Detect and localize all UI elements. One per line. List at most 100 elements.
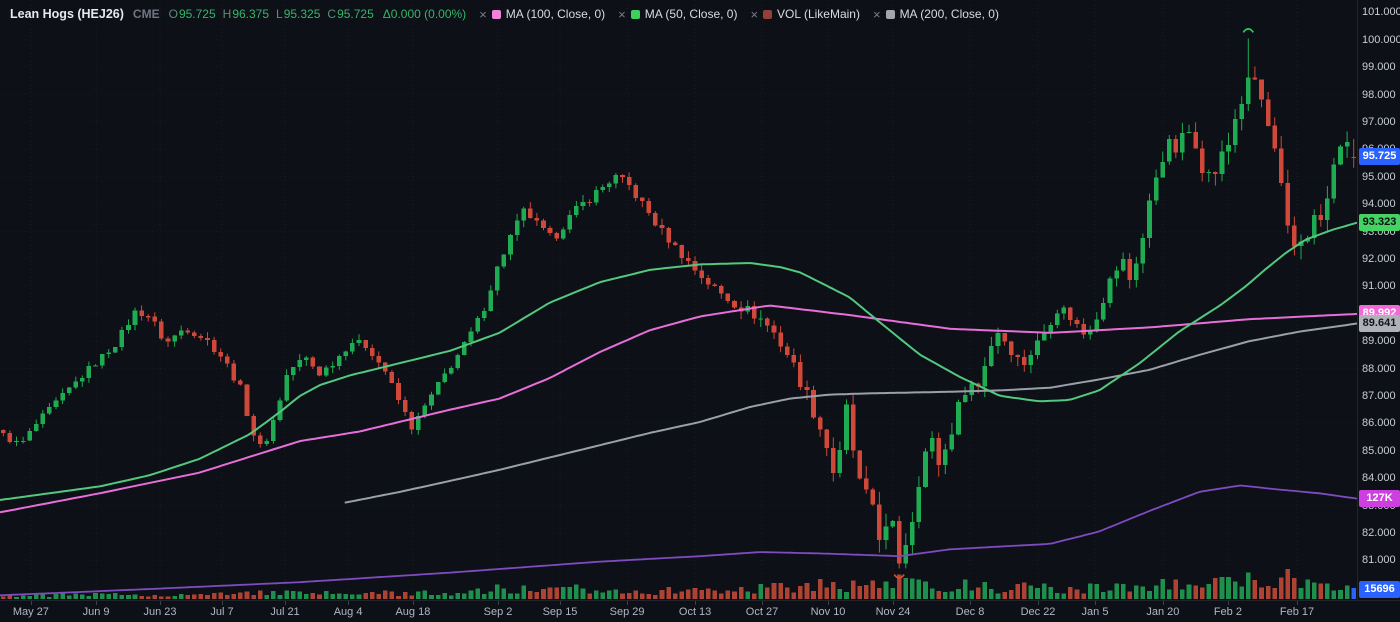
time-axis-label: Feb 17: [1279, 606, 1315, 618]
time-axis-tick: [970, 601, 971, 605]
time-axis-tick: [285, 601, 286, 605]
indicator-label[interactable]: MA (50, Close, 0): [644, 7, 738, 21]
price-axis-label: 81.000: [1362, 554, 1396, 567]
time-axis-label: Dec 22: [1020, 606, 1056, 618]
price-axis-label: 82.000: [1362, 526, 1396, 539]
ohlc-value: C95.725: [327, 7, 374, 21]
volume-ma-line: [0, 484, 1357, 597]
time-axis-tick: [1297, 601, 1298, 605]
price-axis-label: 97.000: [1362, 115, 1396, 128]
time-axis-label: Nov 24: [875, 606, 911, 618]
price-axis-label: 99.000: [1362, 61, 1396, 74]
grid-layer: [30, 0, 1298, 600]
indicator-label[interactable]: VOL (LikeMain): [777, 7, 860, 21]
time-axis-tick: [627, 601, 629, 605]
time-axis-tick: [30, 601, 32, 605]
current-price-badge: 95.725: [1359, 148, 1400, 166]
price-axis-label: 100.000: [1362, 33, 1400, 46]
time-axis-label: Dec 8: [955, 606, 985, 618]
indicator-remove-icon[interactable]: ×: [618, 6, 626, 22]
indicator-label[interactable]: MA (200, Close, 0): [899, 7, 999, 21]
price-axis-label: 88.000: [1362, 362, 1396, 375]
low-pivot-marker: [893, 574, 905, 579]
time-axis-tick: [1162, 601, 1164, 605]
price-axis-label: 95.000: [1362, 170, 1396, 183]
indicator-legend-item[interactable]: × MA (100, Close, 0): [479, 7, 605, 21]
candlestick-chart[interactable]: [0, 0, 1357, 600]
time-axis-tick: [348, 601, 350, 605]
time-axis-label: Jun 9: [82, 606, 110, 618]
time-axis-label: Feb 2: [1213, 606, 1242, 618]
price-axis-label: 89.000: [1362, 335, 1396, 348]
indicator-legend-item[interactable]: × MA (50, Close, 0): [618, 7, 737, 21]
time-axis-label: Nov 10: [810, 606, 846, 618]
price-axis[interactable]: 101.000100.00099.00098.00097.00096.00095…: [1357, 0, 1400, 600]
time-axis-tick: [96, 601, 98, 605]
symbol-title[interactable]: Lean Hogs (HEJ26): [10, 7, 124, 21]
time-axis-tick: [695, 601, 697, 605]
high-pivot-marker: [1242, 28, 1254, 33]
ohlc-value: L95.325: [276, 7, 321, 21]
time-axis-label: Jun 23: [143, 606, 177, 618]
indicator-swatch: [885, 9, 895, 19]
price-axis-label: 85.000: [1362, 444, 1396, 457]
indicator-legend-item[interactable]: × VOL (LikeMain): [750, 7, 860, 21]
ohlc-value: O95.725: [168, 7, 216, 21]
time-axis-label: Jan 5: [1081, 606, 1109, 618]
volume-ma-value-badge: 127K: [1359, 490, 1400, 508]
indicator-remove-icon[interactable]: ×: [750, 6, 759, 22]
time-axis-tick: [160, 601, 161, 605]
candles-layer: [1, 38, 1356, 569]
price-axis-label: 91.000: [1362, 280, 1396, 293]
price-axis-label: 92.000: [1362, 252, 1396, 265]
indicator-label[interactable]: MA (100, Close, 0): [505, 7, 606, 21]
exchange-label: CME: [132, 7, 160, 21]
time-axis-label: Oct 13: [678, 606, 712, 618]
time-axis-label: Aug 18: [395, 606, 431, 618]
ma100-line: [0, 304, 1357, 514]
ohlc-readout: O95.725 H96.375 L95.325 C95.725: [169, 7, 374, 21]
time-axis-label: Sep 15: [542, 606, 578, 618]
time-axis-tick: [498, 601, 499, 605]
time-axis-tick: [828, 601, 829, 605]
ma200-value-badge: 89.641: [1359, 315, 1400, 332]
indicator-legend: × MA (100, Close, 0) × MA (50, Close, 0) × VO…: [475, 7, 999, 21]
ma50-value-badge: 93.323: [1359, 214, 1400, 232]
indicator-swatch: [763, 9, 773, 19]
time-axis-tick: [1038, 601, 1039, 605]
indicator-remove-icon[interactable]: ×: [479, 6, 487, 22]
price-axis-label: 87.000: [1362, 389, 1396, 402]
time-axis[interactable]: May 27 Jun 9 Jun 23 Jul 7 Jul 21 Aug 4 Aug 18 S…: [0, 600, 1400, 622]
price-axis-label: 101.000: [1362, 6, 1400, 19]
time-axis-tick: [222, 601, 223, 605]
time-axis-label: Jan 20: [1146, 606, 1180, 618]
volume-bars: [1, 569, 1356, 599]
indicator-swatch: [491, 9, 501, 19]
ma50-line: [0, 221, 1357, 501]
time-axis-tick: [1227, 601, 1229, 605]
time-axis-label: Aug 4: [333, 606, 363, 618]
price-axis-label: 84.000: [1362, 472, 1396, 485]
time-axis-label: Oct 27: [745, 606, 779, 618]
time-axis-label: Jul 7: [210, 606, 234, 618]
indicator-swatch: [630, 9, 640, 19]
time-axis-label: Sep 29: [609, 606, 645, 618]
time-axis-tick: [560, 601, 561, 605]
time-axis-tick: [762, 601, 763, 605]
time-axis-label: May 27: [12, 606, 49, 618]
time-axis-label: Jul 21: [270, 606, 300, 618]
ma200-line: [344, 322, 1357, 504]
chart-legend: Lean Hogs (HEJ26) CME O95.725 H96.375 L95.…: [10, 7, 999, 21]
indicator-remove-icon[interactable]: ×: [872, 6, 881, 22]
ohlc-value: H96.375: [222, 7, 270, 21]
change-readout: Δ0.000 (0.00%): [382, 7, 467, 21]
time-axis-tick: [412, 601, 414, 605]
price-axis-label: 98.000: [1362, 88, 1396, 101]
time-axis-label: Sep 2: [483, 606, 513, 618]
time-axis-tick: [1095, 601, 1096, 605]
price-axis-label: 86.000: [1362, 417, 1396, 430]
price-axis-label: 94.000: [1362, 198, 1396, 211]
volume-value-badge: 15696: [1359, 581, 1400, 598]
indicator-legend-item[interactable]: × MA (200, Close, 0): [873, 7, 999, 21]
